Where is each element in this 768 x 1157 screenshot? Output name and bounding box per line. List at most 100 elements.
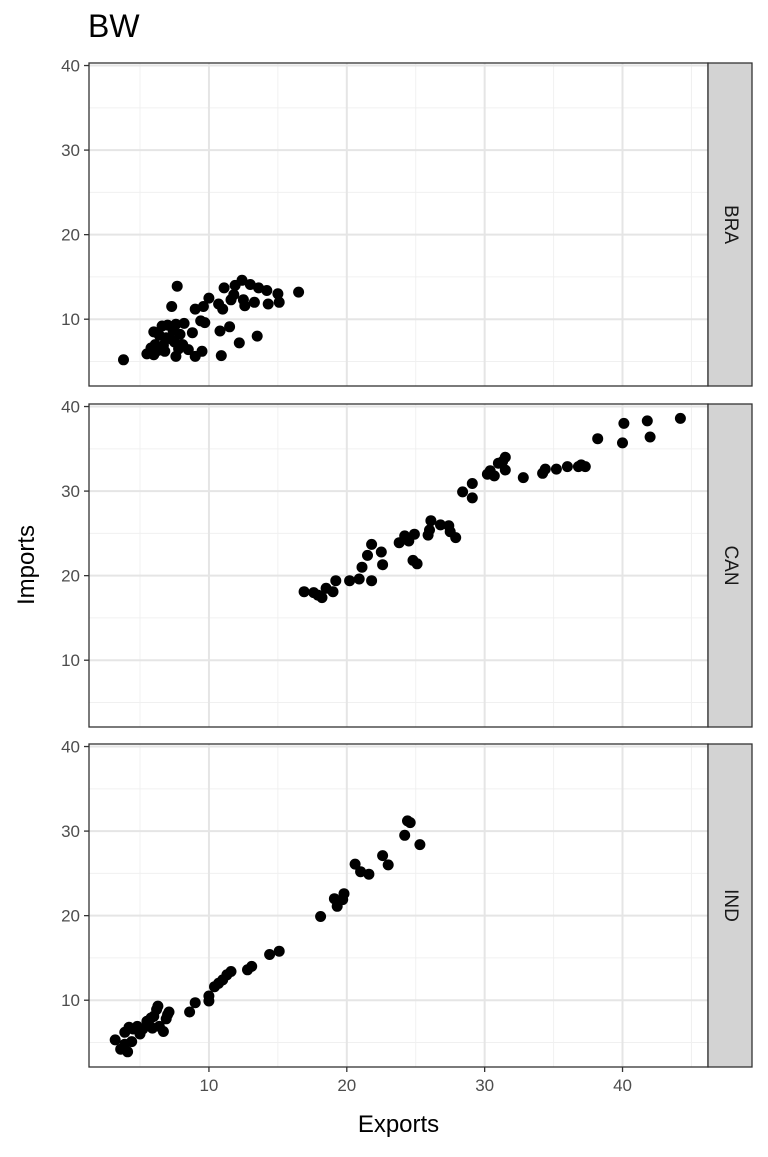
- data-point: [149, 339, 161, 351]
- y-tick-label: 40: [61, 57, 80, 76]
- facet-strip-label: CAN: [720, 545, 741, 585]
- data-point: [170, 350, 182, 362]
- data-point: [404, 817, 416, 829]
- y-tick-label: 30: [61, 822, 80, 841]
- data-point: [330, 575, 342, 587]
- data-point: [233, 337, 245, 349]
- data-point: [363, 868, 375, 880]
- y-axis-title: Imports: [13, 525, 40, 605]
- data-point: [273, 945, 285, 957]
- y-tick-label: 40: [61, 398, 80, 417]
- data-point: [224, 321, 236, 333]
- y-tick-label: 20: [61, 567, 80, 586]
- data-point: [293, 286, 305, 298]
- data-point: [488, 470, 500, 482]
- y-tick-label: 10: [61, 310, 80, 329]
- data-point: [411, 558, 423, 570]
- data-point: [246, 960, 258, 972]
- panel-ind: IND 10 20 30 40: [61, 738, 753, 1068]
- data-point: [377, 559, 389, 571]
- data-point: [435, 519, 446, 531]
- data-point: [366, 575, 378, 587]
- data-point: [174, 328, 186, 340]
- data-point: [148, 326, 160, 338]
- facet-strip: [707, 62, 753, 387]
- data-point: [539, 463, 551, 475]
- data-point: [353, 573, 365, 585]
- data-point: [592, 433, 604, 445]
- data-point: [579, 461, 591, 473]
- data-point: [215, 350, 227, 362]
- data-point: [499, 451, 511, 463]
- y-tick-label: 10: [61, 991, 80, 1010]
- data-point: [356, 561, 368, 573]
- data-point: [189, 997, 201, 1009]
- data-point: [166, 301, 178, 312]
- data-point: [109, 1034, 121, 1046]
- data-point: [203, 990, 215, 1002]
- data-point: [457, 486, 469, 498]
- data-point: [169, 336, 180, 348]
- data-point: [550, 463, 562, 475]
- data-point: [561, 461, 573, 473]
- data-point: [674, 412, 686, 424]
- data-point: [228, 289, 240, 301]
- data-point: [186, 327, 198, 339]
- data-point: [408, 528, 420, 540]
- panel-bra: BRA 10 20 30 40: [61, 57, 753, 387]
- data-point: [196, 345, 208, 357]
- facet-strip-label: BRA: [720, 205, 741, 244]
- data-point: [517, 472, 529, 484]
- facet-strip: [707, 403, 753, 728]
- data-point: [450, 532, 462, 544]
- data-point: [644, 431, 656, 443]
- y-tick-label: 20: [61, 907, 80, 926]
- data-point: [424, 524, 435, 536]
- data-point: [425, 515, 437, 527]
- data-point: [197, 301, 209, 312]
- data-point: [225, 966, 237, 977]
- x-tick-label: 10: [199, 1076, 218, 1095]
- data-point: [316, 592, 328, 604]
- data-point: [617, 437, 628, 449]
- data-point: [399, 829, 411, 841]
- data-point: [217, 303, 229, 315]
- data-point: [618, 417, 630, 429]
- data-point: [355, 866, 367, 878]
- data-point: [366, 538, 378, 550]
- y-tick-label: 10: [61, 651, 80, 670]
- data-point: [126, 1036, 138, 1048]
- y-tick-label: 30: [61, 482, 80, 501]
- data-point: [315, 911, 327, 922]
- facet-strip-label: IND: [720, 889, 741, 922]
- data-point: [273, 296, 285, 308]
- data-point: [157, 1026, 169, 1037]
- data-point: [251, 330, 263, 342]
- data-point: [118, 354, 129, 366]
- y-tick-label: 30: [61, 141, 80, 160]
- data-point: [298, 586, 310, 598]
- data-point: [466, 478, 478, 489]
- data-point: [159, 345, 171, 357]
- data-point: [264, 949, 276, 960]
- data-point: [382, 859, 394, 871]
- data-point: [244, 279, 256, 290]
- x-tick-label: 40: [613, 1076, 632, 1095]
- data-point: [239, 300, 251, 312]
- data-point: [184, 1006, 196, 1018]
- data-point: [171, 280, 183, 292]
- panel-background: [89, 404, 708, 727]
- data-point: [641, 415, 653, 427]
- data-point: [152, 1000, 164, 1012]
- data-point: [414, 839, 426, 851]
- data-point: [466, 492, 478, 504]
- data-point: [203, 292, 215, 304]
- data-point: [327, 586, 339, 598]
- y-tick-label: 20: [61, 226, 80, 245]
- facet-strip: [707, 743, 753, 1068]
- data-point: [362, 549, 373, 561]
- data-point: [261, 285, 273, 296]
- chart-title: BW: [88, 8, 140, 44]
- data-point: [377, 850, 389, 862]
